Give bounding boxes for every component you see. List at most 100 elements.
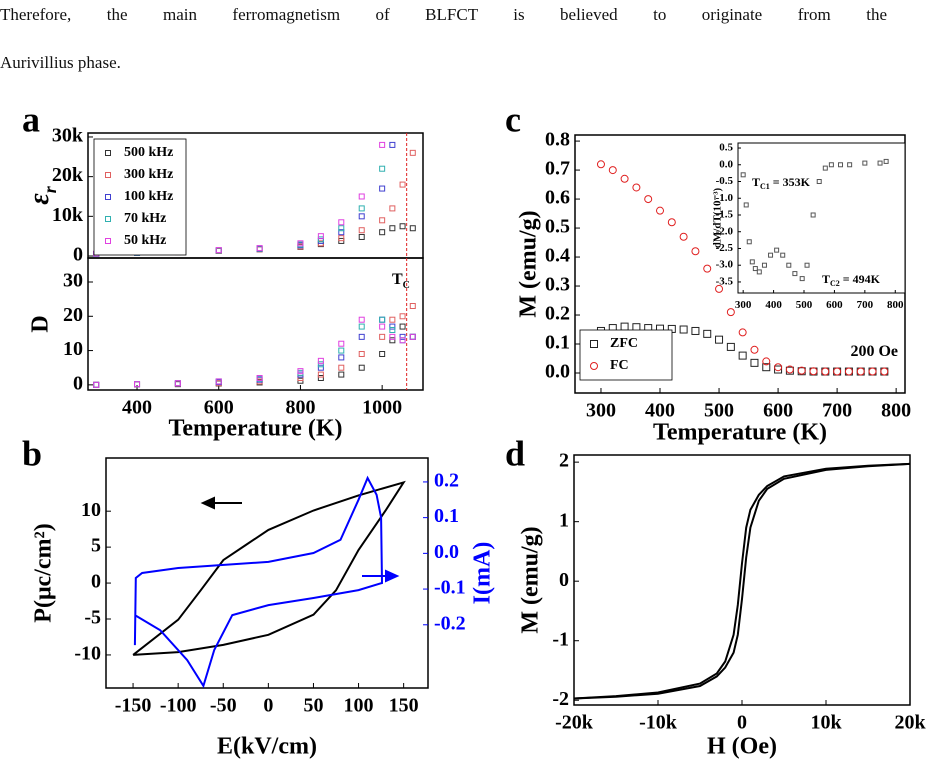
y-tick-label: 1: [559, 509, 569, 531]
marker: [620, 322, 629, 331]
panel-letter: d: [505, 433, 525, 473]
x-tick-label: 600: [763, 400, 793, 422]
x-tick-label: 400: [765, 299, 782, 311]
legend-label: ZFC: [610, 336, 638, 351]
x-tick-label: 150: [389, 695, 419, 717]
marker: [799, 276, 805, 282]
marker: [134, 381, 141, 388]
marker: [338, 340, 345, 347]
marker: [810, 212, 816, 218]
marker: [338, 364, 345, 371]
x-tick-label: 800: [887, 299, 904, 311]
marker: [389, 327, 396, 333]
y-tick-label: 0.2: [545, 303, 570, 325]
y-tick-label: 0: [73, 372, 83, 394]
y-tick-label: 0.0: [719, 158, 733, 170]
x-tick-label: 800: [881, 400, 911, 422]
y-tick-label: 0.7: [545, 158, 570, 180]
y-axis-label: M (emu/g): [516, 210, 542, 317]
marker: [785, 365, 794, 374]
marker: [883, 158, 889, 164]
marker: [756, 269, 762, 275]
plot-frame: [737, 142, 906, 294]
marker: [105, 194, 111, 200]
legend-box: [579, 329, 673, 381]
line: [132, 480, 406, 656]
y2-tick-label: 0.0: [434, 541, 459, 563]
marker: [358, 227, 365, 234]
marker: [822, 165, 828, 171]
legend-label: 70 kHz: [124, 211, 166, 226]
marker: [409, 333, 416, 340]
marker: [93, 381, 100, 388]
marker: [738, 351, 747, 360]
marker: [703, 264, 712, 273]
marker: [358, 333, 365, 340]
x-tick-label: 500: [704, 400, 734, 422]
annotation-part: T: [392, 271, 403, 288]
marker: [608, 166, 617, 175]
y-tick-label: -2.5: [716, 242, 734, 254]
annotation: TC2 = 494K: [822, 272, 881, 289]
marker: [833, 367, 842, 376]
marker: [174, 380, 181, 387]
marker: [389, 225, 396, 232]
x-tick-label: -50: [210, 695, 237, 717]
marker: [358, 205, 365, 212]
marker: [93, 381, 100, 388]
x-tick-label: 50: [303, 695, 323, 717]
marker: [762, 363, 771, 372]
marker: [256, 375, 263, 381]
y2-tick-label: 0.2: [434, 470, 459, 492]
marker: [317, 375, 324, 381]
y-tick-label: -2: [552, 688, 569, 710]
y-tick-label: 10: [63, 338, 83, 360]
marker: [409, 225, 416, 232]
marker: [338, 347, 345, 354]
marker: [792, 271, 798, 277]
annotation-part: T: [822, 272, 830, 286]
y-tick-label: 20: [63, 304, 83, 326]
y-axis-label-part: r: [40, 185, 60, 193]
marker: [877, 160, 883, 166]
marker: [768, 252, 774, 258]
marker: [809, 367, 818, 376]
marker: [379, 333, 386, 340]
marker: [679, 325, 688, 334]
line: [573, 462, 911, 700]
annotation-part: C2: [830, 279, 840, 288]
marker: [632, 183, 641, 192]
marker: [389, 323, 396, 330]
annotation-part: C: [403, 280, 410, 291]
marker: [338, 371, 345, 378]
y-tick-label: -10: [74, 643, 101, 665]
annotation-part: T: [752, 175, 760, 189]
marker: [590, 340, 598, 348]
marker: [105, 150, 111, 156]
marker: [880, 367, 889, 376]
marker: [358, 213, 365, 220]
marker: [379, 185, 386, 192]
marker: [105, 238, 111, 244]
x-tick-label: 300: [735, 299, 752, 311]
marker: [358, 323, 365, 330]
y-tick-label: -1.5: [716, 209, 734, 221]
marker: [774, 363, 783, 372]
marker: [797, 366, 806, 375]
marker: [389, 337, 396, 344]
x-tick-label: -150: [115, 695, 152, 717]
marker: [644, 195, 653, 204]
arrow: [200, 496, 242, 510]
panel-letter: a: [22, 99, 40, 139]
y-tick-label: 0.5: [719, 142, 733, 154]
marker: [379, 217, 386, 224]
marker: [409, 333, 416, 340]
x-tick-label: 400: [645, 400, 675, 422]
legend-label: 50 kHz: [124, 233, 166, 248]
marker: [409, 303, 416, 309]
marker: [703, 329, 712, 338]
marker: [409, 333, 416, 340]
marker: [317, 371, 324, 378]
